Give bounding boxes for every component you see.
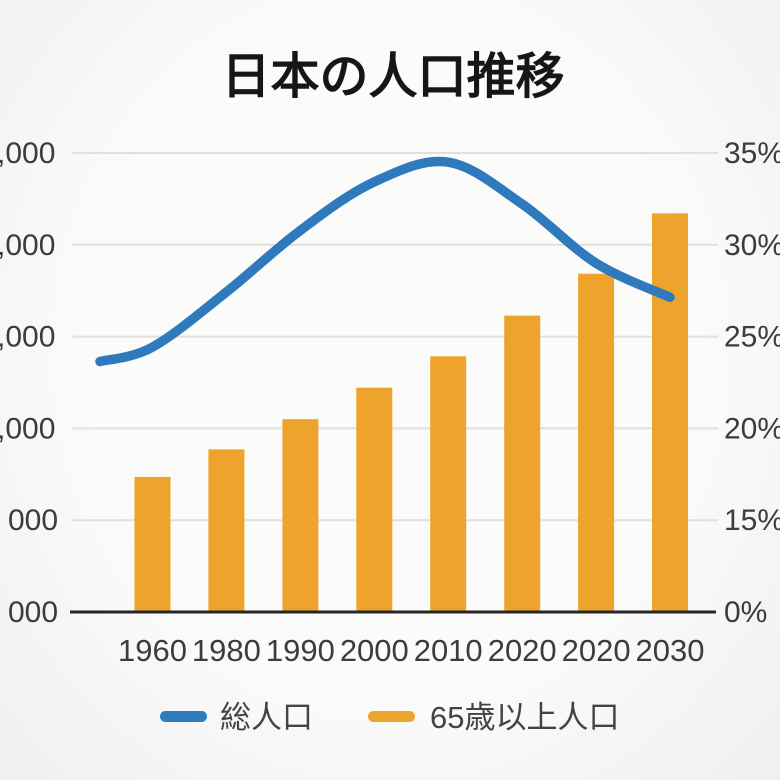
bar-2000: [356, 387, 393, 613]
left-axis-label: ,000: [0, 137, 55, 170]
legend-swatch-line: [160, 711, 207, 722]
total-population-line: [95, 156, 675, 367]
right-axis-label: 15%: [724, 504, 780, 537]
bar-2020: [578, 273, 615, 613]
bar-2020: [504, 315, 541, 613]
x-axis-label-1990: 1990: [266, 633, 335, 668]
x-axis-tick-labels: 1960 1980 1990 2000 2010 2020 2020 2030: [118, 633, 704, 668]
x-axis-label-2030: 2030: [636, 633, 705, 668]
left-axis-label: 000: [8, 596, 58, 629]
chart-title: 日本の人口推移: [221, 50, 564, 104]
left-axis-label: ,000: [0, 321, 55, 354]
left-axis-label: ,000: [0, 412, 55, 445]
legend-label-total-population: 総人口: [220, 700, 313, 735]
right-axis-label: 30%: [724, 229, 780, 262]
x-axis-label-2020: 2020: [488, 633, 557, 668]
bar-1990: [282, 419, 319, 613]
right-axis-label: 25%: [724, 321, 780, 354]
right-axis-label: 20%: [724, 412, 780, 445]
right-axis-label: 35%: [724, 137, 780, 170]
x-axis-label-1960: 1960: [118, 633, 187, 668]
bar-series-65plus: [134, 213, 688, 614]
line-series-total-population: [95, 156, 675, 367]
bar-1960: [134, 476, 171, 613]
x-axis-label-2000: 2000: [340, 633, 409, 668]
legend: 総人口 65歳以上人口: [160, 700, 619, 735]
x-axis-label-2010: 2010: [414, 633, 483, 668]
bar-1980: [208, 449, 245, 613]
right-axis-tick-labels: 35% 30% 25% 20% 15% 0%: [724, 137, 780, 629]
left-axis-tick-labels: ,000 ,000 ,000 ,000 000 000: [0, 137, 58, 629]
left-axis-label: 000: [8, 504, 58, 537]
legend-label-65plus-population: 65歳以上人口: [430, 700, 619, 735]
bar-2030: [652, 213, 688, 614]
x-axis-label-2020: 2020: [562, 633, 631, 668]
bar-2010: [430, 356, 467, 613]
left-axis-label: ,000: [0, 229, 55, 262]
right-axis-label: 0%: [724, 596, 767, 629]
x-axis-label-1980: 1980: [192, 633, 261, 668]
legend-swatch-bar: [368, 711, 415, 722]
